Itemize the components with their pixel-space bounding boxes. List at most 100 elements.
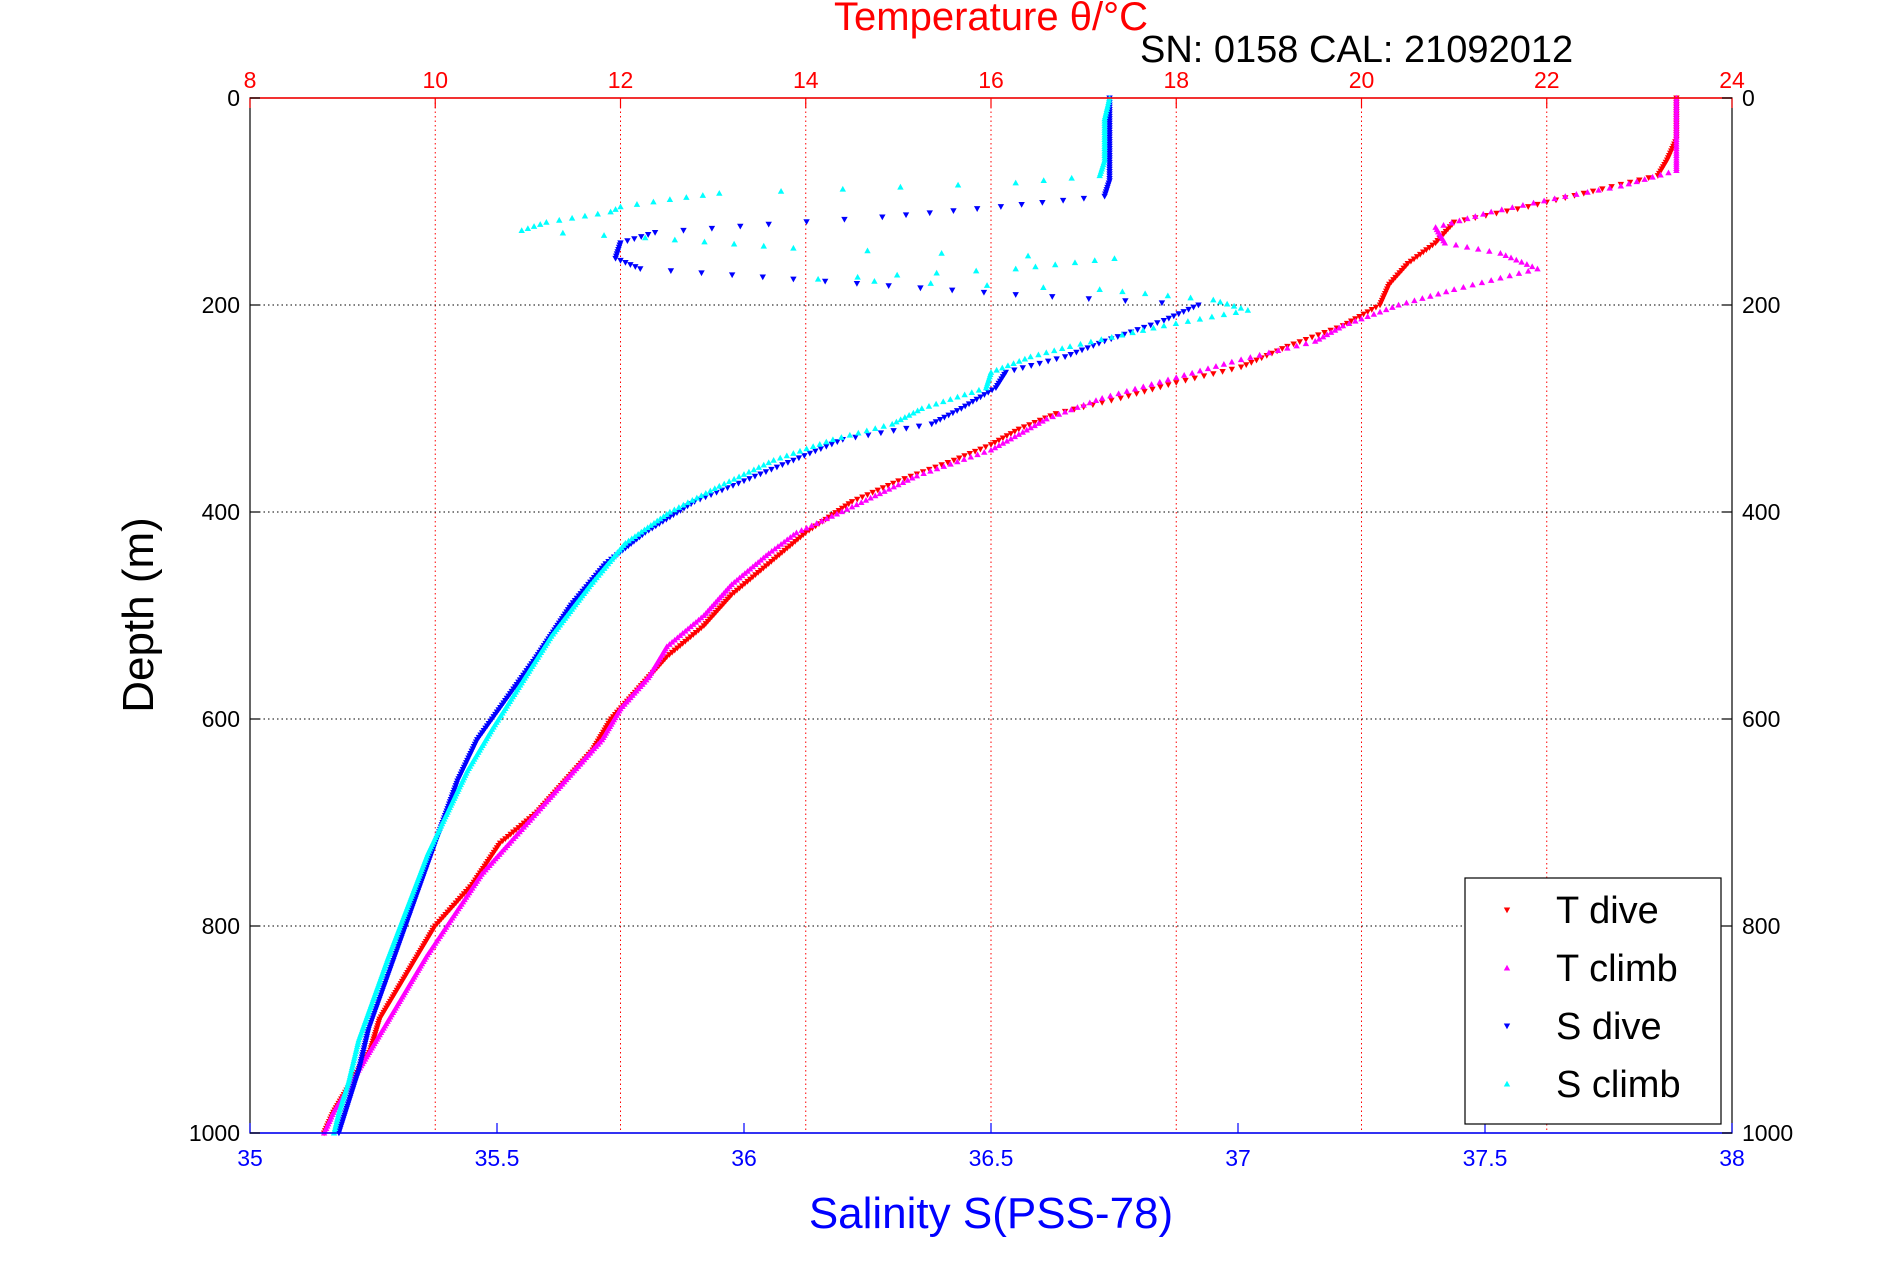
data-point (801, 453, 808, 459)
data-point (987, 446, 995, 453)
data-point (1131, 385, 1139, 392)
chart-subtitle: SN: 0158 CAL: 21092012 (1140, 29, 1573, 71)
data-point (973, 206, 981, 212)
data-point (1055, 411, 1063, 417)
data-point (982, 384, 990, 391)
data-point (1158, 300, 1166, 307)
data-point (1024, 252, 1032, 259)
data-point (641, 526, 648, 533)
data-point (915, 423, 923, 430)
data-point (961, 453, 968, 460)
data-point (941, 414, 948, 421)
data-point (877, 430, 885, 437)
data-point (1085, 296, 1093, 302)
data-point (1164, 292, 1172, 299)
data-point (716, 482, 723, 489)
data-point (1058, 345, 1066, 352)
data-point (624, 238, 631, 245)
data-point (1327, 329, 1335, 335)
top-axis-tick-label: 10 (422, 67, 448, 93)
data-point (1092, 397, 1100, 404)
data-point (1026, 422, 1033, 428)
legend-marker (1503, 907, 1511, 914)
y-axis-label: Depth (m) (114, 517, 163, 713)
data-point (947, 396, 954, 402)
data-point (901, 476, 908, 482)
data-point (1442, 288, 1450, 295)
data-point (1641, 176, 1648, 182)
data-point (865, 432, 872, 439)
data-point (895, 478, 902, 485)
data-point (1228, 366, 1236, 373)
data-point (708, 225, 716, 232)
data-point (683, 194, 690, 200)
data-point (1032, 263, 1039, 270)
data-point (1067, 351, 1074, 358)
top-axis-tick-label: 14 (793, 67, 819, 93)
data-point (1673, 167, 1680, 174)
data-point (1129, 329, 1136, 336)
data-point (1011, 433, 1019, 440)
data-point (821, 278, 829, 285)
data-point (1173, 380, 1180, 386)
data-point (543, 219, 550, 225)
data-point (1274, 347, 1282, 353)
data-point (932, 400, 940, 407)
data-point (1188, 369, 1196, 376)
data-point (1389, 304, 1396, 310)
data-point (718, 487, 726, 494)
left-axis-tick-label: 800 (202, 913, 240, 939)
data-point (853, 501, 860, 508)
data-point (1191, 375, 1198, 382)
data-point (1248, 359, 1255, 366)
data-point (1296, 339, 1303, 345)
data-point (991, 444, 999, 451)
data-point (1432, 240, 1439, 247)
data-point (667, 268, 675, 275)
data-point (1244, 306, 1252, 313)
data-point (1004, 362, 1012, 369)
data-point (793, 529, 800, 536)
data-point (895, 481, 902, 488)
data-point (999, 440, 1007, 446)
data-point (869, 489, 876, 496)
data-point (745, 468, 753, 475)
data-point (698, 492, 705, 499)
data-point (1502, 252, 1509, 259)
data-point (684, 499, 692, 506)
data-point (1011, 428, 1019, 435)
data-point (780, 538, 788, 545)
data-point (1243, 362, 1250, 368)
data-point (899, 479, 907, 485)
legend-item: T climb (1503, 948, 1678, 990)
data-point (1043, 415, 1050, 422)
data-point (607, 208, 614, 215)
data-point (1115, 390, 1122, 397)
data-point (693, 494, 701, 501)
data-point (1018, 202, 1025, 208)
data-point (1164, 376, 1172, 383)
data-point (1440, 221, 1447, 228)
data-point (1395, 301, 1402, 308)
data-point (961, 391, 968, 398)
data-point (981, 392, 988, 398)
data-point (1268, 350, 1276, 357)
data-point (1514, 206, 1521, 213)
data-point (617, 257, 624, 264)
data-point (1469, 281, 1476, 288)
data-point (1368, 307, 1375, 313)
data-point (594, 210, 601, 217)
data-point (829, 436, 837, 443)
data-point (1036, 360, 1043, 367)
data-point (1528, 263, 1536, 270)
data-point (925, 403, 933, 409)
data-point (1649, 173, 1656, 180)
data-point (1172, 320, 1180, 327)
data-point (728, 272, 736, 279)
data-point (651, 229, 659, 236)
data-point (1376, 308, 1384, 315)
data-point (1426, 244, 1433, 251)
data-point (1078, 347, 1086, 354)
data-point (1219, 368, 1226, 375)
data-point (828, 441, 836, 448)
